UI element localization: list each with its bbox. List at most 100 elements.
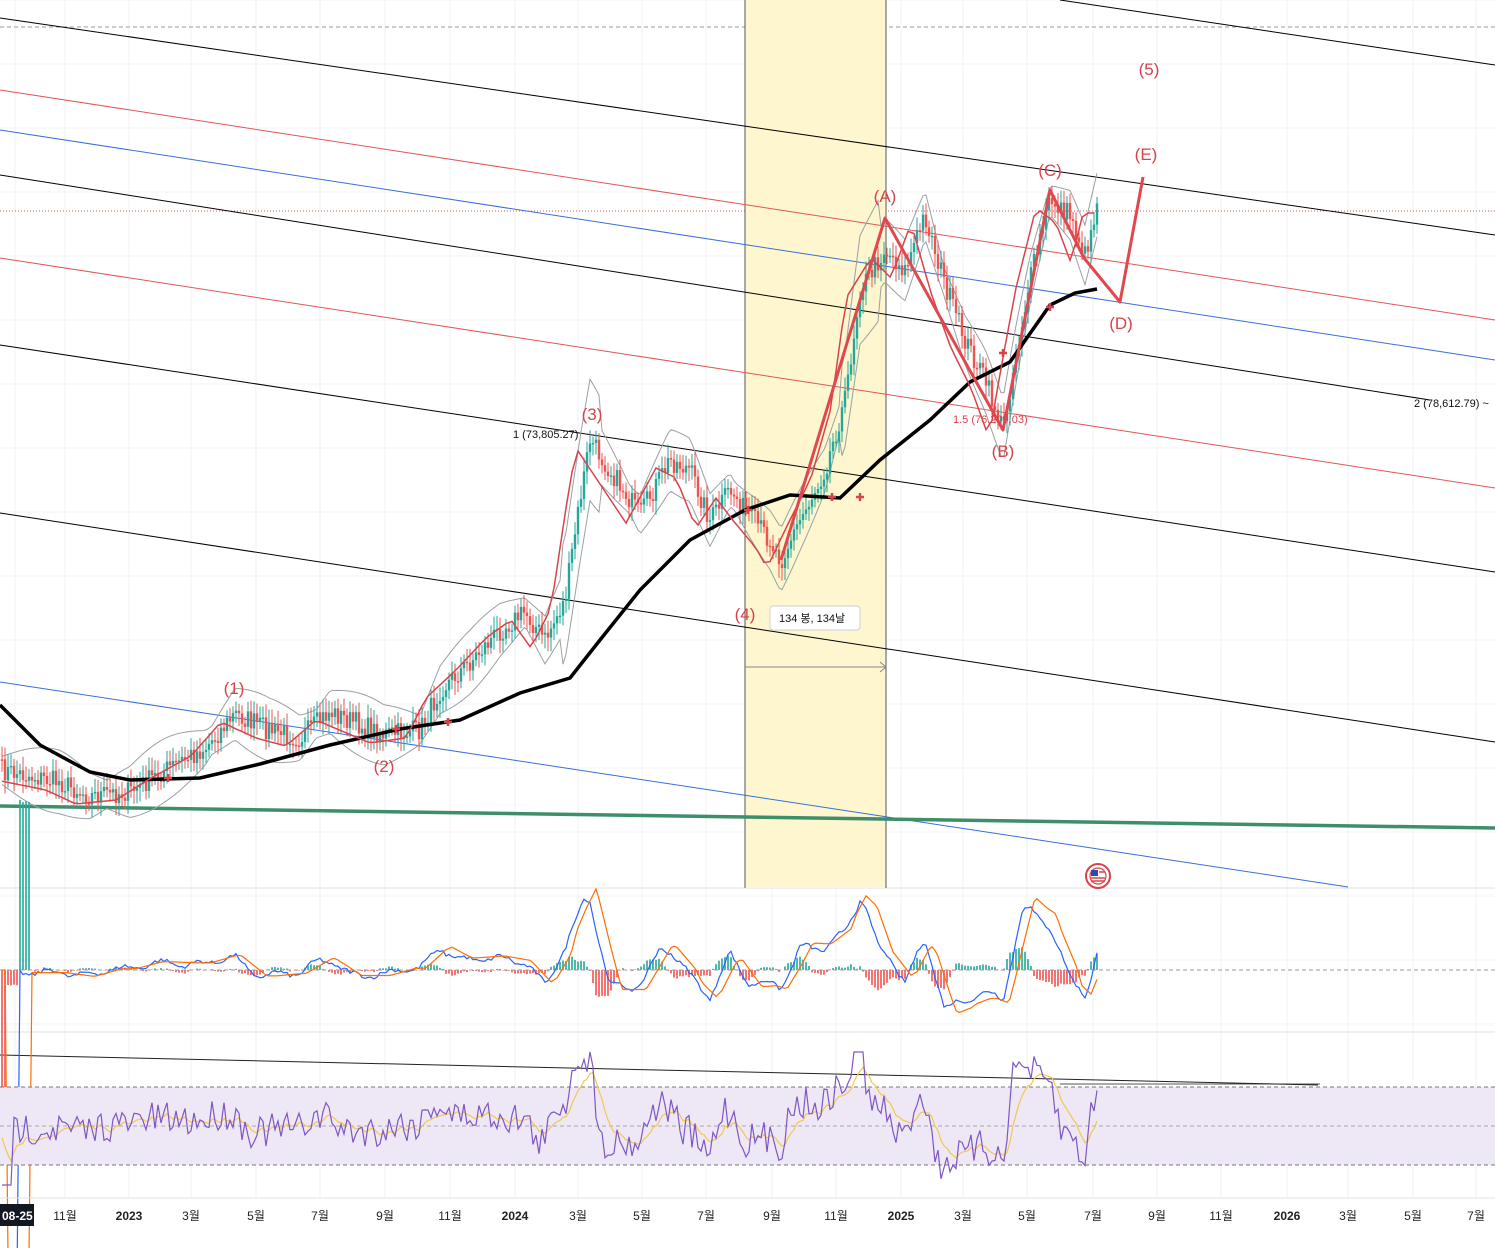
- candle-body-280: [840, 407, 844, 432]
- macd-bar-323: [970, 966, 972, 970]
- candle-body-101: [303, 728, 307, 743]
- macd-bar-11: [34, 970, 36, 972]
- x-tick-label-2: 2023: [116, 1209, 143, 1223]
- candle-body-225: [675, 461, 679, 473]
- candle-body-223: [669, 458, 673, 460]
- candle-body-266: [798, 519, 802, 525]
- candle-body-153: [459, 668, 463, 682]
- candle-body-272: [816, 489, 820, 493]
- macd-bar-238: [715, 964, 717, 970]
- candle-body-186: [558, 615, 562, 618]
- candle-body-107: [321, 712, 325, 724]
- x-axis[interactable]: 08-25 11월 2023 3월 5월 7월 9월 11월 2024 3월 5월 7월 9월 11월 20…: [0, 1197, 1495, 1226]
- candle-body-202: [606, 471, 610, 477]
- macd-bar-169: [508, 970, 510, 971]
- candle-body-230: [690, 465, 694, 468]
- candle-body-322: [966, 338, 970, 349]
- date-range-tooltip[interactable]: 134 봉, 134날: [769, 605, 861, 631]
- macd-bar-5: [16, 970, 18, 986]
- candle-body-94: [282, 725, 286, 735]
- macd-bar-257: [772, 967, 774, 970]
- candle-body-306: [918, 230, 922, 232]
- candle-body-136: [408, 731, 412, 737]
- macd-bar-219: [658, 958, 660, 970]
- macd-bar-228: [685, 970, 687, 976]
- wave-label-4: (4): [735, 605, 756, 624]
- macd-bar-319: [958, 963, 960, 970]
- macd-bar-288: [865, 970, 867, 978]
- macd-bar-313: [940, 970, 942, 989]
- x-tick-label-11: 7월: [697, 1209, 715, 1223]
- candle-body-206: [618, 470, 622, 491]
- us-flag-icon[interactable]: [1085, 863, 1111, 889]
- macd-bar-65: [196, 968, 198, 970]
- candle-body-297: [891, 255, 895, 258]
- macd-bar-157: [472, 970, 474, 972]
- candle-body-86: [258, 717, 262, 723]
- candle-body-169: [507, 628, 511, 632]
- macd-bar-188: [565, 961, 567, 970]
- fib-level-1-label: 1 (73,805.27): [513, 429, 578, 441]
- candle-body-4: [12, 765, 16, 778]
- candle-body-252: [756, 511, 760, 524]
- x-tick-label-20: 2026: [1274, 1209, 1301, 1223]
- macd-bar-8: [25, 801, 27, 970]
- candle-body-50: [150, 770, 154, 776]
- candle-body-203: [609, 475, 613, 477]
- candle-body-41: [123, 797, 127, 801]
- macd-bar-125: [376, 970, 378, 971]
- macd-bar-210: [631, 970, 633, 972]
- macd-bar-27: [82, 968, 84, 970]
- macd-bar-50: [151, 969, 153, 970]
- macd-bar-315: [946, 970, 948, 983]
- elliott-wave-drawing[interactable]: [779, 176, 1145, 561]
- fib-labels: 1 (73,805.27) 2 (78,612.79) ~ 1.5 (76,20…: [513, 398, 1489, 441]
- macd-bar-155: [466, 970, 468, 973]
- candle-body-22: [66, 777, 70, 792]
- candle-body-24: [72, 787, 76, 798]
- macd-bar-272: [817, 970, 819, 974]
- x-tick-label-21: 3월: [1339, 1209, 1357, 1223]
- candle-body-92: [276, 723, 280, 732]
- candle-body-299: [897, 265, 901, 270]
- macd-bar-9: [28, 802, 30, 970]
- wave-label-1: (1): [224, 679, 245, 698]
- candle-body-118: [354, 712, 358, 722]
- candle-body-319: [957, 312, 961, 315]
- candle-body-115: [345, 715, 349, 728]
- macd-bar-215: [646, 960, 648, 970]
- macd-bar-348: [1045, 970, 1047, 983]
- macd-bar-308: [925, 964, 927, 970]
- candle-body-140: [420, 717, 424, 740]
- macd-bar-217: [652, 959, 654, 970]
- candle-body-34: [102, 786, 106, 792]
- x-tick-label-7: 11월: [438, 1209, 462, 1223]
- macd-bar-151: [454, 970, 456, 976]
- candle-body-5: [15, 774, 19, 778]
- trend-channels[interactable]: [0, 0, 1495, 1086]
- macd-bar-142: [427, 964, 429, 970]
- candle-body-18: [54, 770, 58, 786]
- macd-bar-212: [637, 968, 639, 970]
- candle-body-120: [360, 728, 364, 734]
- candle-body-46: [138, 783, 142, 788]
- macd-panel: [0, 799, 1495, 1248]
- candle-body-59: [177, 760, 181, 763]
- macd-bar-202: [607, 970, 609, 996]
- macd-bar-38: [115, 967, 117, 970]
- candle-body-113: [339, 710, 343, 724]
- macd-bar-362: [1087, 968, 1089, 970]
- macd-bar-307: [922, 960, 924, 970]
- macd-bar-365: [1096, 954, 1098, 970]
- macd-bar-144: [433, 965, 435, 970]
- macd-bar-258: [775, 968, 777, 970]
- channel-line-0: [1059, 0, 1495, 66]
- macd-bar-195: [586, 966, 588, 970]
- candle-body-170: [510, 630, 514, 633]
- candles: [0, 186, 1099, 818]
- macd-bar-349: [1048, 970, 1050, 983]
- macd-bar-220: [661, 961, 663, 970]
- candle-body-277: [831, 441, 835, 452]
- candle-body-336: [1008, 399, 1012, 412]
